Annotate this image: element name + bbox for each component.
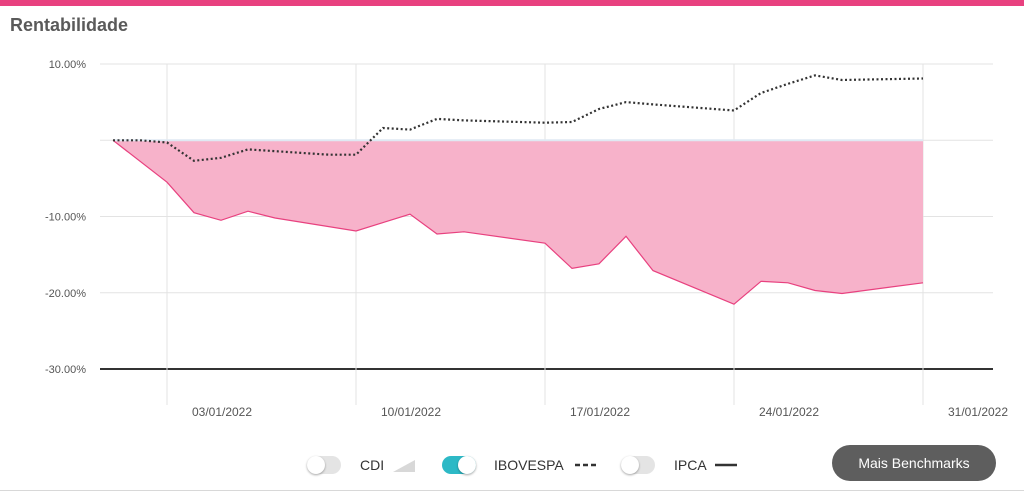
toggle-knob [621,456,639,474]
more-benchmarks-button[interactable]: Mais Benchmarks [832,445,996,481]
area-series [112,139,924,305]
toggle-knob [458,456,476,474]
y-tick-label: -20.00% [45,288,86,300]
rentabilidade-chart: 10.00% -10.00% -20.00% -30.00% 03/01/2022 10… [45,59,1008,419]
x-tick-label: 10/01/2022 [381,405,441,419]
ibovespa-line [113,74,924,162]
x-axis-labels: 03/01/2022 10/01/2022 17/01/2022 24/01/2022… [192,405,1008,419]
area-line [112,139,924,305]
ipca-label: IPCA [674,457,707,473]
y-tick-label: -10.00% [45,212,86,224]
ipca-toggle[interactable] [621,456,655,474]
ibovespa-label: IBOVESPA [494,457,564,473]
accent-top-bar [0,0,1024,6]
cdi-toggle[interactable] [307,456,341,474]
x-tick-label: 31/01/2022 [948,405,1008,419]
x-tick-label: 17/01/2022 [570,405,630,419]
cdi-label: CDI [360,457,385,473]
x-tick-label: 03/01/2022 [192,405,252,419]
dashed-line-legend-icon [575,463,597,467]
benchmark-legend: CDI IBOVESPA IPCA [0,452,1024,482]
solid-line-legend-icon [715,463,737,467]
y-axis-labels: 10.00% -10.00% -20.00% -30.00% [45,59,86,376]
area-fill [113,140,923,305]
bottom-divider [0,490,1024,491]
ibovespa-toggle[interactable] [442,456,476,474]
page-title: Rentabilidade [10,15,129,35]
toggle-knob [307,456,325,474]
ibovespa-series [113,74,924,162]
y-tick-label: 10.00% [49,59,87,71]
x-tick-label: 24/01/2022 [759,405,819,419]
y-tick-label: -30.00% [45,364,86,376]
area-legend-icon [393,460,415,472]
